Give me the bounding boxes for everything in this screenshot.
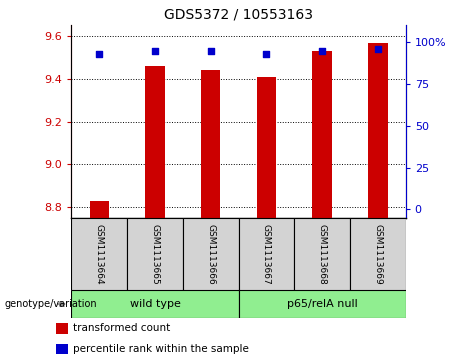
Point — [319, 48, 326, 53]
Point — [207, 48, 214, 53]
Text: GSM1113664: GSM1113664 — [95, 224, 104, 285]
Bar — [313, 51, 332, 218]
Point — [374, 46, 382, 52]
Text: GSM1113666: GSM1113666 — [206, 224, 215, 285]
Bar — [183, 218, 238, 290]
Bar — [294, 218, 350, 290]
Point — [151, 48, 159, 53]
Title: GDS5372 / 10553163: GDS5372 / 10553163 — [164, 8, 313, 21]
Text: GSM1113667: GSM1113667 — [262, 224, 271, 285]
Text: percentile rank within the sample: percentile rank within the sample — [73, 344, 249, 354]
Point — [95, 51, 103, 57]
Text: GSM1113665: GSM1113665 — [150, 224, 160, 285]
Bar — [350, 218, 406, 290]
Text: genotype/variation: genotype/variation — [5, 299, 97, 309]
Bar — [145, 66, 165, 218]
Bar — [71, 290, 239, 318]
Bar — [89, 201, 109, 218]
Text: GSM1113669: GSM1113669 — [373, 224, 382, 285]
Bar — [55, 323, 68, 334]
Bar — [127, 218, 183, 290]
Point — [263, 51, 270, 57]
Bar — [55, 344, 68, 354]
Text: wild type: wild type — [130, 299, 180, 309]
Bar — [368, 42, 388, 218]
Bar — [238, 290, 406, 318]
Bar — [238, 218, 294, 290]
Bar — [257, 77, 276, 218]
Text: transformed count: transformed count — [73, 323, 171, 334]
Bar — [201, 70, 220, 218]
Bar — [71, 218, 127, 290]
Text: p65/relA null: p65/relA null — [287, 299, 357, 309]
Text: GSM1113668: GSM1113668 — [318, 224, 327, 285]
